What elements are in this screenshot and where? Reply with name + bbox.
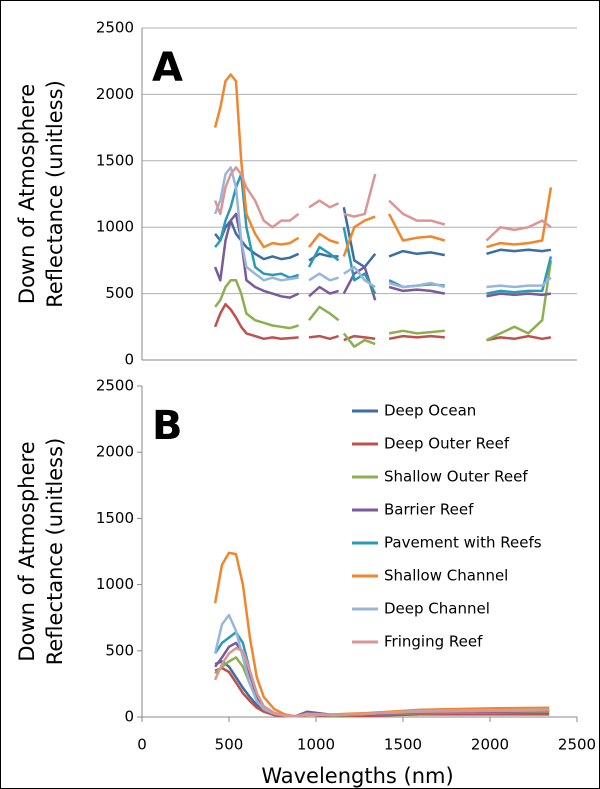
y-tick-label: 1500 xyxy=(96,151,134,169)
y-tick-label: 1500 xyxy=(96,509,134,527)
series-line xyxy=(214,666,550,718)
legend-label: Pavement with Reefs xyxy=(384,534,542,552)
y-tick-label: 2000 xyxy=(96,85,134,103)
y-axis-label: Reflectance (unitless) xyxy=(43,80,67,308)
legend-label: Deep Channel xyxy=(384,600,490,618)
y-tick-label: 500 xyxy=(105,284,134,302)
series-line xyxy=(214,172,553,295)
legend-label: Deep Outer Reef xyxy=(384,435,510,453)
y-tick-label: 1000 xyxy=(96,218,134,236)
y-tick-label: 0 xyxy=(124,351,134,369)
legend-label: Barrier Reef xyxy=(384,501,474,519)
x-tick-label: 2000 xyxy=(471,736,509,754)
series-line xyxy=(214,260,553,348)
y-axis-label: Down of Atmosphere xyxy=(15,84,39,304)
y-tick-label: 500 xyxy=(105,641,134,659)
y-tick-label: 2000 xyxy=(96,443,134,461)
y-tick-label: 0 xyxy=(124,708,134,726)
y-tick-label: 2500 xyxy=(96,19,134,37)
legend-label: Deep Ocean xyxy=(384,402,476,420)
series-line xyxy=(213,166,552,242)
panel-label: A xyxy=(152,45,183,91)
y-axis-label: Reflectance (unitless) xyxy=(43,438,67,666)
y-tick-label: 2500 xyxy=(96,377,134,395)
x-tick-label: 1500 xyxy=(384,736,422,754)
series-line xyxy=(213,73,553,257)
legend-label: Fringing Reef xyxy=(384,633,483,651)
series-line xyxy=(213,646,550,718)
x-tick-label: 0 xyxy=(137,736,147,754)
series-line xyxy=(213,166,552,289)
panel-label: B xyxy=(152,403,183,449)
x-tick-label: 500 xyxy=(215,736,244,754)
x-tick-label: 1000 xyxy=(297,736,335,754)
y-axis-label: Down of Atmosphere xyxy=(15,441,39,661)
x-axis-label: Wavelengths (nm) xyxy=(261,764,453,788)
legend-label: Shallow Channel xyxy=(384,567,508,585)
x-tick-label: 2500 xyxy=(558,736,596,754)
legend-label: Shallow Outer Reef xyxy=(384,468,528,486)
series-line xyxy=(213,212,552,301)
y-tick-label: 1000 xyxy=(96,575,134,593)
series-line xyxy=(213,302,552,342)
series-line xyxy=(214,207,552,269)
